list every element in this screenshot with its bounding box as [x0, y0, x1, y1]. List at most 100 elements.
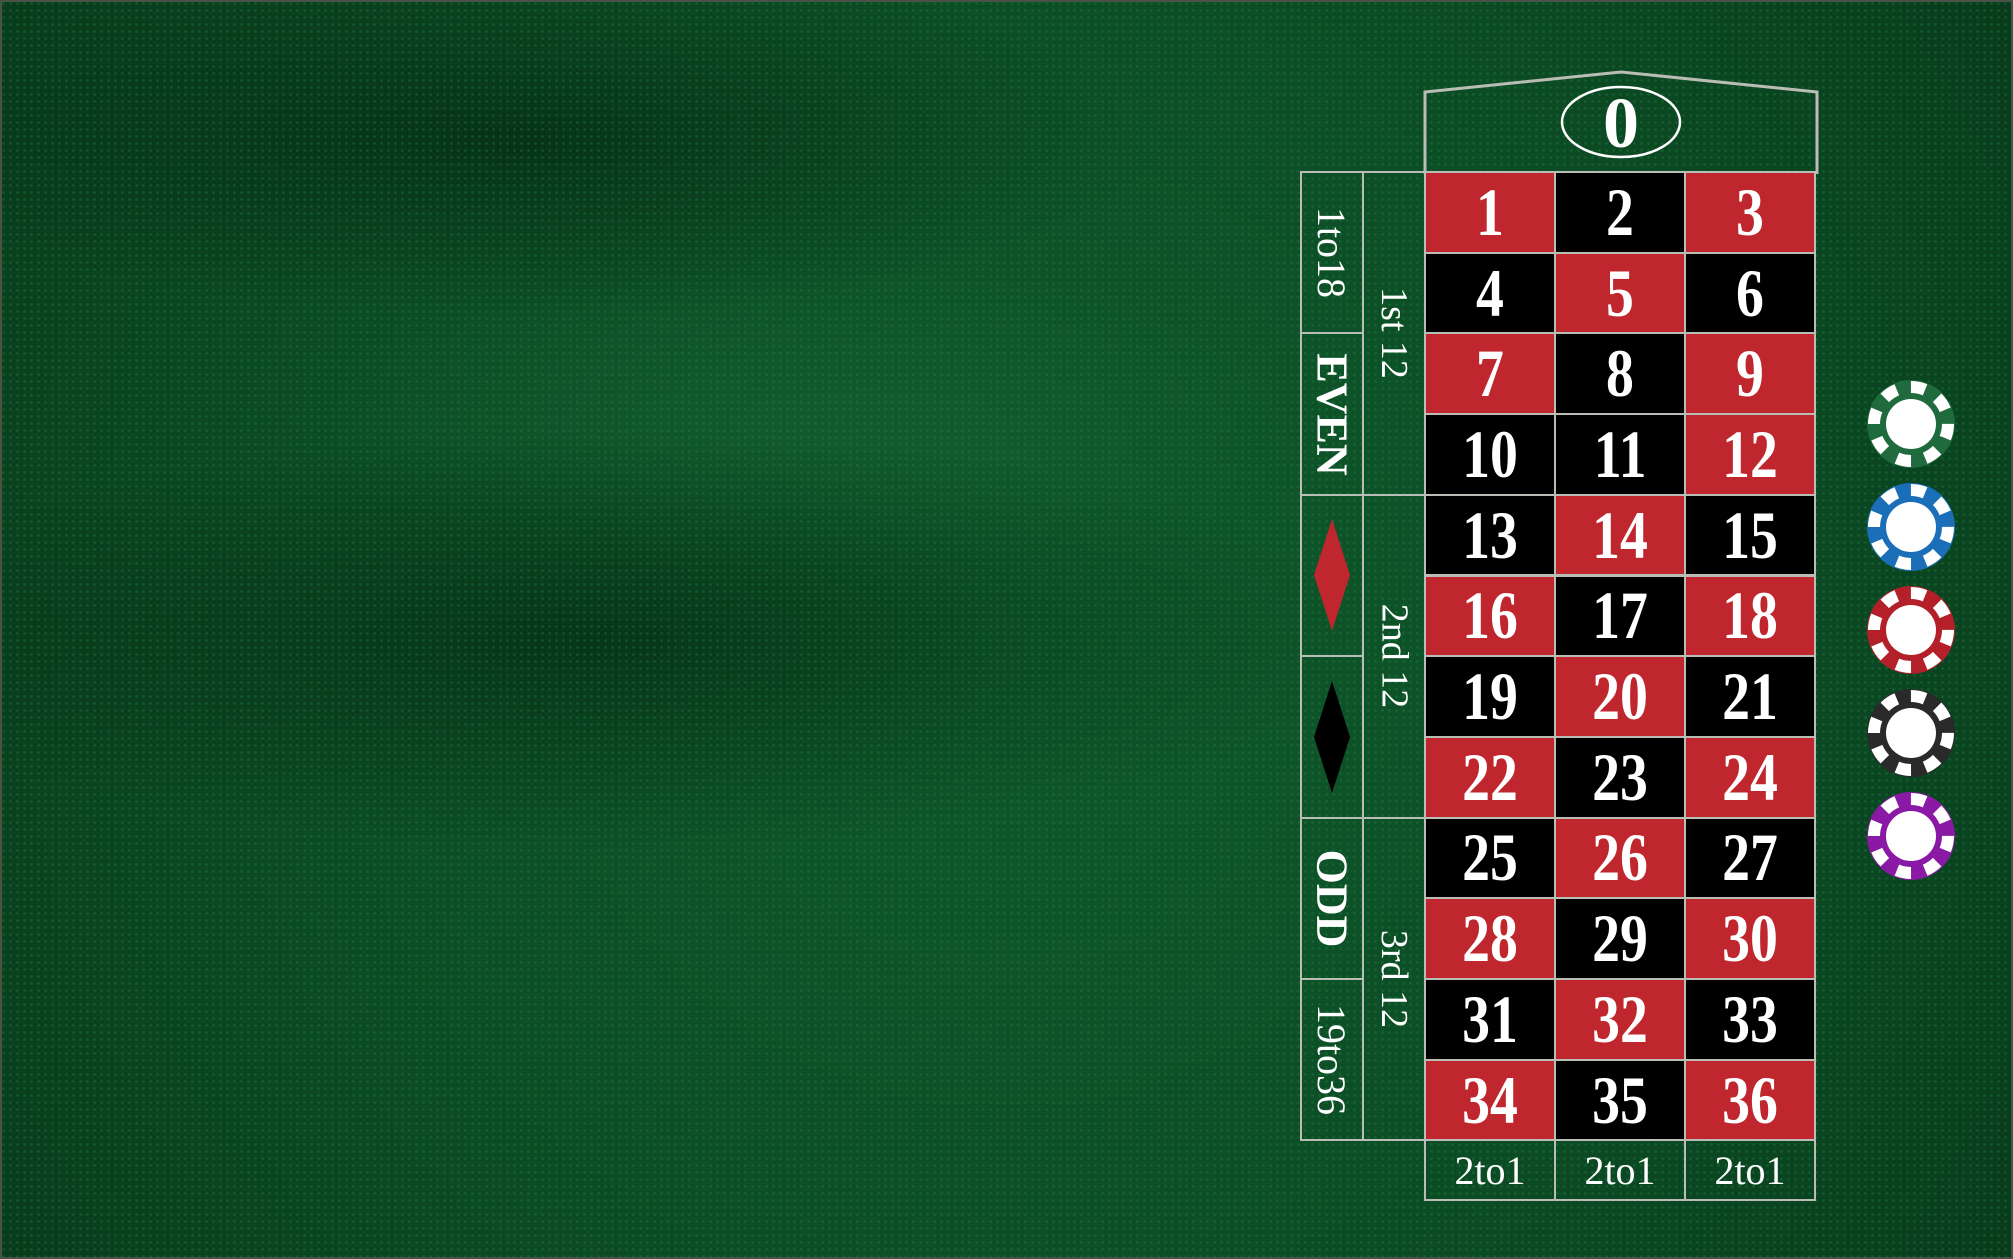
number-label: 36: [1722, 1061, 1778, 1138]
number-label: 32: [1592, 980, 1648, 1057]
dozen-bet-3[interactable]: 3rd 12: [1362, 816, 1426, 1142]
number-cell-17[interactable]: 17: [1554, 574, 1686, 658]
number-label: 20: [1592, 658, 1648, 735]
number-label: 17: [1592, 577, 1648, 654]
number-cell-13[interactable]: 13: [1424, 493, 1556, 577]
column-bet-1[interactable]: 2to1: [1424, 1139, 1556, 1202]
number-cell-29[interactable]: 29: [1554, 897, 1686, 980]
number-label: 8: [1606, 335, 1634, 412]
number-label: 27: [1722, 819, 1778, 896]
poker-chip-icon: [1867, 586, 1955, 674]
number-cell-19[interactable]: 19: [1424, 655, 1556, 738]
number-cell-35[interactable]: 35: [1554, 1058, 1686, 1142]
number-cell-16[interactable]: 16: [1424, 574, 1556, 658]
number-label: 16: [1462, 577, 1518, 654]
number-label: 3: [1736, 173, 1764, 250]
dozen-bet-2[interactable]: 2nd 12: [1362, 493, 1426, 819]
dozen-bet-1[interactable]: 1st 12: [1362, 171, 1426, 496]
number-cell-6[interactable]: 6: [1684, 251, 1816, 335]
number-label: 6: [1736, 254, 1764, 331]
green-chip[interactable]: [1865, 378, 1957, 470]
number-label: 10: [1462, 415, 1518, 492]
number-cell-26[interactable]: 26: [1554, 816, 1686, 900]
column-bet-2[interactable]: 2to1: [1554, 1139, 1686, 1202]
number-label: 13: [1462, 496, 1518, 573]
number-cell-24[interactable]: 24: [1684, 735, 1816, 819]
number-cell-36[interactable]: 36: [1684, 1058, 1816, 1142]
number-cell-11[interactable]: 11: [1554, 413, 1686, 496]
black-diamond-icon: [1314, 680, 1350, 793]
number-cell-21[interactable]: 21: [1684, 655, 1816, 738]
purple-chip[interactable]: [1865, 790, 1957, 882]
zero-pocket[interactable]: 0: [1422, 70, 1820, 174]
poker-chip-icon: [1867, 689, 1955, 777]
number-label: 35: [1592, 1061, 1648, 1138]
outside-bet-label: ODD: [1307, 849, 1357, 948]
number-cell-33[interactable]: 33: [1684, 978, 1816, 1061]
number-cell-7[interactable]: 7: [1424, 332, 1556, 416]
outside-bet-label: EVEN: [1307, 352, 1357, 476]
number-cell-9[interactable]: 9: [1684, 332, 1816, 416]
number-cell-10[interactable]: 10: [1424, 413, 1556, 496]
number-cell-31[interactable]: 31: [1424, 978, 1556, 1061]
number-label: 14: [1592, 496, 1648, 573]
red-chip[interactable]: [1865, 584, 1957, 676]
low-1to18-bet[interactable]: 1to18: [1300, 171, 1364, 335]
dozen-label: 3rd 12: [1373, 929, 1415, 1029]
number-cell-34[interactable]: 34: [1424, 1058, 1556, 1142]
number-cell-12[interactable]: 12: [1684, 413, 1816, 496]
number-cell-5[interactable]: 5: [1554, 251, 1686, 335]
poker-chip-icon: [1867, 380, 1955, 468]
dozen-label: 2nd 12: [1373, 603, 1415, 709]
number-label: 12: [1722, 415, 1778, 492]
column-bet-3[interactable]: 2to1: [1684, 1139, 1816, 1202]
number-cell-20[interactable]: 20: [1554, 655, 1686, 738]
number-cell-27[interactable]: 27: [1684, 816, 1816, 900]
number-label: 21: [1722, 658, 1778, 735]
number-label: 2: [1606, 173, 1634, 250]
number-label: 24: [1722, 738, 1778, 815]
number-cell-4[interactable]: 4: [1424, 251, 1556, 335]
number-label: 33: [1722, 980, 1778, 1057]
number-label: 26: [1592, 819, 1648, 896]
blue-chip[interactable]: [1865, 481, 1957, 573]
black-chip[interactable]: [1865, 687, 1957, 779]
number-label: 28: [1462, 900, 1518, 977]
high-19to36-bet[interactable]: 19to36: [1300, 978, 1364, 1142]
number-cell-23[interactable]: 23: [1554, 735, 1686, 819]
column-bet-label: 2to1: [1454, 1147, 1526, 1193]
red-diamond-icon: [1314, 519, 1350, 632]
number-cell-28[interactable]: 28: [1424, 897, 1556, 980]
number-label: 1: [1476, 173, 1504, 250]
number-label: 30: [1722, 900, 1778, 977]
number-label: 29: [1592, 900, 1648, 977]
number-cell-2[interactable]: 2: [1554, 171, 1686, 254]
number-label: 25: [1462, 819, 1518, 896]
number-cell-32[interactable]: 32: [1554, 978, 1686, 1061]
dozen-label: 1st 12: [1373, 287, 1416, 380]
black-bet[interactable]: [1300, 655, 1364, 819]
number-cell-3[interactable]: 3: [1684, 171, 1816, 254]
zero-label: 0: [1603, 83, 1639, 163]
even-bet[interactable]: EVEN: [1300, 332, 1364, 496]
number-cell-18[interactable]: 18: [1684, 574, 1816, 658]
odd-bet[interactable]: ODD: [1300, 816, 1364, 980]
number-cell-25[interactable]: 25: [1424, 816, 1556, 900]
number-cell-30[interactable]: 30: [1684, 897, 1816, 980]
number-label: 19: [1462, 658, 1518, 735]
number-cell-22[interactable]: 22: [1424, 735, 1556, 819]
number-label: 11: [1593, 415, 1647, 492]
number-cell-14[interactable]: 14: [1554, 493, 1686, 577]
poker-chip-icon: [1867, 792, 1955, 880]
number-cell-8[interactable]: 8: [1554, 332, 1686, 416]
number-label: 7: [1476, 335, 1504, 412]
number-label: 31: [1462, 980, 1518, 1057]
column-bet-label: 2to1: [1584, 1147, 1656, 1193]
number-cell-1[interactable]: 1: [1424, 171, 1556, 254]
number-cell-15[interactable]: 15: [1684, 493, 1816, 577]
number-label: 4: [1476, 254, 1504, 331]
column-bet-label: 2to1: [1714, 1147, 1786, 1193]
red-bet[interactable]: [1300, 493, 1364, 658]
number-label: 9: [1736, 335, 1764, 412]
